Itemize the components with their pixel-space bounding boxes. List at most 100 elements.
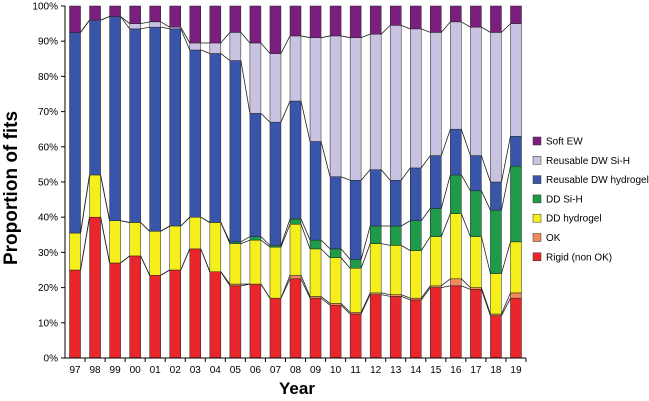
series-connector	[320, 239, 331, 250]
series-connector	[360, 225, 371, 260]
bar-segment	[169, 269, 181, 359]
series-connector	[340, 257, 351, 269]
series-connector	[340, 248, 351, 260]
series-connector	[220, 32, 231, 44]
bar-segment	[89, 174, 101, 218]
series-connector	[220, 222, 231, 243]
bar-segment	[189, 5, 202, 44]
series-connector	[401, 296, 411, 301]
bar-segment	[309, 296, 322, 299]
bar-segment	[209, 5, 222, 44]
series-connector	[481, 236, 491, 274]
bar-segment	[229, 241, 242, 244]
legend-swatch	[532, 156, 542, 165]
series-connector	[401, 220, 411, 227]
legend-label: Reusable DW hydrogel	[546, 175, 649, 186]
series-connector	[360, 33, 371, 39]
series-connector	[320, 296, 331, 304]
x-tick-label: 07	[270, 365, 282, 376]
bar-segment	[510, 165, 522, 243]
series-connector	[401, 24, 411, 30]
bar-segment	[309, 297, 322, 359]
series-connector	[341, 35, 351, 39]
bar-segment	[249, 283, 262, 359]
bar-segment	[369, 225, 382, 244]
x-tick-label: 06	[250, 365, 262, 376]
legend-swatch	[532, 233, 542, 242]
bar-segment	[129, 255, 141, 359]
bar-segment	[109, 16, 121, 221]
bar-segment	[470, 236, 482, 288]
y-tick-label: 0%	[44, 354, 59, 365]
legend-swatch	[532, 213, 542, 223]
bar-segment	[209, 53, 222, 223]
bar-segment	[470, 287, 482, 290]
x-tick-label: 15	[430, 365, 442, 376]
bar-segment	[490, 181, 502, 211]
bar-segment	[389, 245, 402, 295]
bar-segment	[349, 267, 362, 313]
bar-segment	[349, 259, 362, 269]
bar-segment	[89, 5, 101, 21]
series-connector	[461, 174, 471, 191]
series-connector	[260, 236, 271, 246]
series-connector	[420, 236, 431, 251]
series-connector	[380, 169, 391, 181]
bar-stacks	[69, 5, 522, 359]
bar-segment	[369, 243, 382, 294]
series-connector	[420, 285, 431, 299]
x-tick-label: 18	[490, 365, 502, 376]
bar-segment	[149, 26, 161, 232]
bar-segment	[329, 5, 342, 37]
series-connector	[460, 213, 471, 237]
bar-segment	[329, 303, 342, 306]
y-axis-ticks	[61, 5, 65, 359]
bar-segment	[149, 231, 161, 276]
series-connector	[420, 287, 431, 301]
series-connector	[140, 26, 150, 30]
legend-swatch	[532, 252, 542, 262]
series-connector	[400, 167, 411, 181]
y-tick-label: 30%	[38, 248, 58, 259]
bar-segment	[229, 5, 242, 33]
legend-swatch	[532, 175, 542, 184]
x-tick-labels: 97 98 99 00 01 02 03 04 05 06 07 08 09 10 11 12 13 14 15 16…	[69, 365, 522, 376]
series-connector	[360, 169, 371, 181]
bar-segment	[109, 262, 121, 359]
bar-segment	[470, 289, 482, 359]
series-connector	[461, 285, 471, 290]
bar-segment	[450, 21, 462, 130]
bar-segment	[450, 128, 462, 176]
series-connector	[100, 16, 110, 21]
bar-segment	[289, 35, 302, 102]
bar-segment	[430, 32, 442, 156]
series-connector	[420, 208, 431, 221]
bar-segment	[169, 5, 181, 28]
bar-segment	[69, 32, 81, 234]
bar-segment	[229, 285, 242, 359]
legend-swatch	[532, 136, 542, 146]
x-tick-label: 02	[170, 365, 182, 376]
series-connector	[381, 292, 391, 296]
bar-segment	[69, 5, 81, 33]
series-connector	[140, 222, 150, 232]
bar-segment	[450, 5, 462, 23]
series-connector	[300, 278, 311, 299]
series-connector	[381, 243, 391, 246]
y-tick-label: 60%	[38, 142, 58, 153]
bar-segment	[329, 304, 342, 359]
bar-segment	[389, 225, 402, 246]
bar-segment	[389, 296, 402, 359]
x-tick-label: 19	[510, 365, 522, 376]
bar-segment	[229, 32, 242, 61]
bar-segment	[129, 28, 141, 223]
y-tick-label: 80%	[38, 72, 58, 83]
bar-segment	[450, 285, 462, 359]
legend-label: Soft EW	[546, 137, 583, 148]
series-connector	[280, 275, 291, 299]
series-connector	[100, 174, 111, 221]
x-tick-label: 14	[410, 365, 422, 376]
bar-segment	[410, 220, 422, 251]
legend-label: OK	[546, 233, 561, 244]
x-tick-label: 12	[370, 365, 382, 376]
